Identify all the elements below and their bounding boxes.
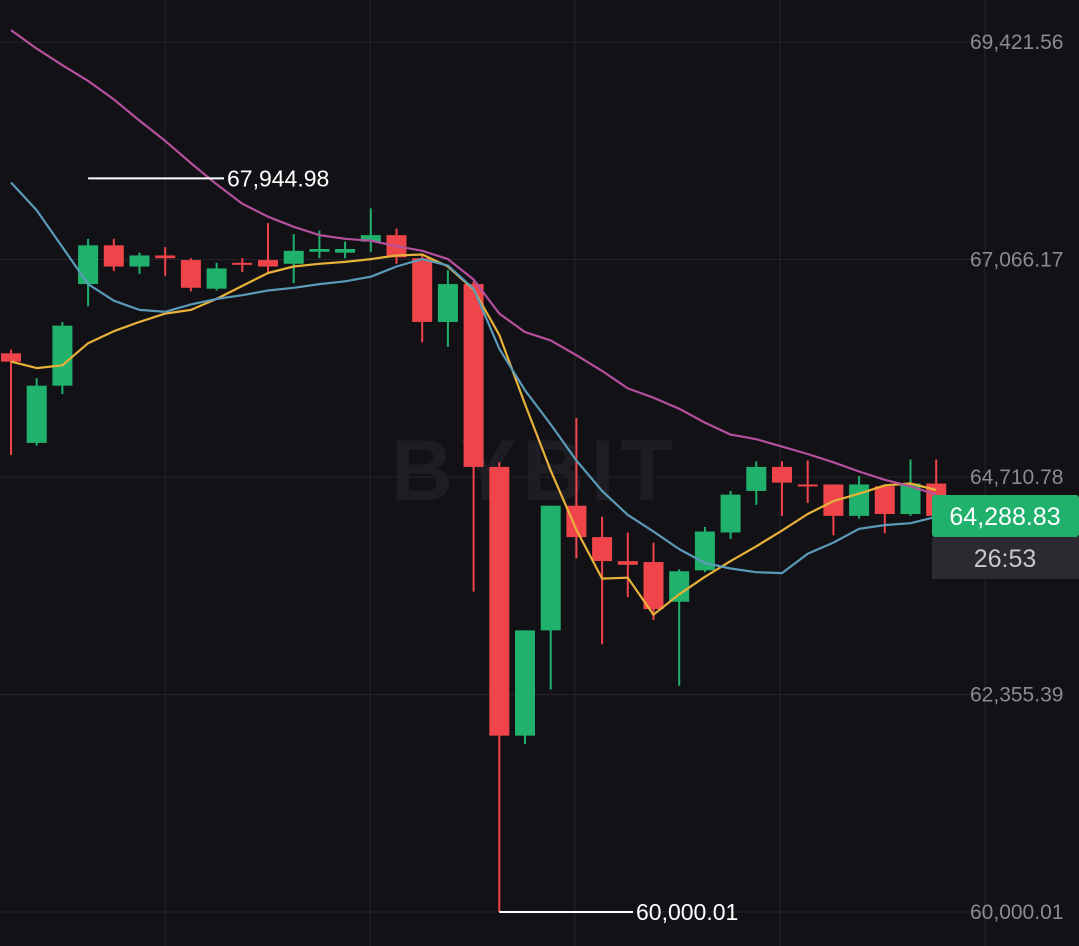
candle	[669, 569, 690, 686]
candle	[592, 516, 613, 645]
candles	[1, 208, 947, 912]
candle	[900, 459, 921, 516]
candle-body	[463, 284, 484, 467]
candle-body	[78, 245, 99, 285]
candle	[335, 241, 356, 259]
annotations: 67,944.98 60,000.01	[88, 165, 738, 925]
moving-average-line	[10, 181, 937, 575]
candle	[746, 461, 767, 505]
candle	[360, 208, 381, 252]
candle-body	[283, 250, 304, 264]
moving-average-line	[10, 29, 937, 496]
candle-body	[515, 630, 535, 736]
last-price-tag	[932, 494, 1079, 537]
y-tick-label: 67,066.17	[970, 249, 1063, 272]
candle-body	[617, 561, 638, 565]
price-axis: 69,421.56 67,066.17 64,710.78 62,355.39 60,0…	[970, 31, 1063, 924]
candle	[129, 252, 150, 274]
candle-body	[180, 260, 201, 288]
candle-body	[797, 484, 818, 487]
candle-body	[335, 248, 356, 253]
candle-body	[874, 486, 895, 515]
high-price-label: 67,944.98	[227, 165, 329, 191]
candle-body	[155, 255, 176, 259]
y-tick-label: 60,000.01	[970, 901, 1063, 924]
candle	[103, 238, 124, 272]
last-price-tags: 64,288.83 26:53	[932, 494, 1079, 579]
candle	[515, 630, 535, 744]
bybit-watermark: BYBIT	[391, 423, 679, 519]
candle-body	[669, 571, 690, 602]
candle	[489, 462, 510, 912]
candle	[643, 542, 664, 621]
candle	[78, 238, 99, 307]
candle	[463, 281, 484, 592]
last-price-label: 64,288.83	[949, 503, 1060, 531]
candle	[540, 505, 561, 690]
countdown-label: 26:53	[974, 545, 1037, 573]
y-tick-label: 69,421.56	[970, 31, 1063, 54]
candle-body	[566, 505, 587, 538]
candle-body	[772, 466, 792, 483]
y-tick-label: 62,355.39	[970, 684, 1063, 707]
candle	[283, 234, 304, 284]
candle	[26, 378, 47, 446]
candle-body	[720, 494, 741, 533]
candle	[437, 270, 458, 347]
candle	[258, 223, 278, 273]
candle-body	[258, 260, 278, 267]
candle	[566, 417, 587, 559]
candle-body	[540, 505, 561, 631]
candle	[720, 490, 741, 539]
y-tick-label: 64,710.78	[970, 466, 1063, 489]
candle-body	[849, 484, 870, 516]
candle	[232, 258, 253, 273]
candle-body	[360, 235, 381, 242]
candle-body	[900, 483, 921, 515]
candle-body	[26, 385, 47, 443]
candle-body	[232, 262, 253, 265]
candle-body	[206, 268, 227, 289]
candle	[52, 321, 73, 394]
low-price-label: 60,000.01	[636, 899, 738, 925]
candle	[412, 255, 433, 343]
candle-body	[489, 466, 510, 736]
candle-body	[746, 466, 767, 491]
candle	[772, 461, 792, 516]
candle	[180, 258, 201, 292]
candle	[797, 460, 818, 503]
candle-body	[412, 258, 433, 322]
candle-body	[103, 245, 124, 267]
candle	[823, 484, 844, 536]
candle	[155, 247, 176, 276]
countdown-tag	[932, 536, 1079, 579]
candle	[849, 476, 870, 519]
candle-body	[1, 353, 21, 362]
candle-body	[309, 248, 330, 252]
candle-body	[592, 537, 613, 562]
candle-body	[437, 284, 458, 322]
candle	[206, 262, 227, 291]
candle-body	[643, 562, 664, 610]
candle	[617, 532, 638, 598]
candle-body	[52, 325, 73, 386]
candle-body	[129, 255, 150, 267]
moving-averages	[10, 29, 937, 616]
candle	[1, 349, 21, 455]
